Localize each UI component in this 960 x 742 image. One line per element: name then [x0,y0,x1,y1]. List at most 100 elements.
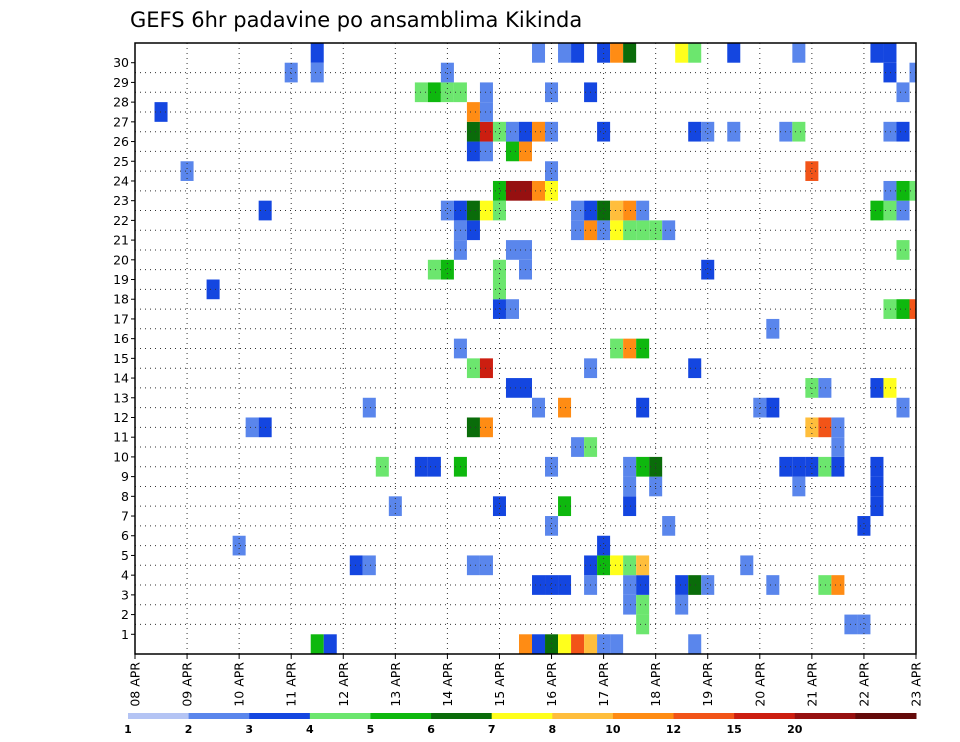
y-tick-label: 29 [113,75,129,90]
heatmap-cell [623,555,637,576]
heatmap-cell [375,456,389,477]
heatmap-cell [870,476,884,497]
y-tick-label: 19 [113,272,129,287]
heatmap-cell [414,456,428,477]
heatmap-cell [623,220,637,241]
colorbar-label: 12 [666,723,681,736]
heatmap-cell [636,338,650,359]
heatmap-cell [571,634,585,654]
colorbar-swatch [128,713,190,719]
heatmap-cell [857,614,871,635]
heatmap-cell [896,299,910,319]
heatmap-cell [701,121,715,142]
heatmap-cell [818,575,832,595]
heatmap-cell [310,43,324,63]
heatmap-cell [597,43,611,63]
heatmap-cell [245,417,259,438]
colorbar-swatch [431,713,493,719]
heatmap-cell [479,417,493,438]
heatmap-cell [558,634,572,654]
heatmap-cell [831,575,845,595]
y-tick-label: 1 [121,627,129,642]
y-tick-label: 8 [121,489,129,504]
x-tick-label: 20 APR [752,662,767,707]
heatmap-cell [883,43,897,63]
heatmap-cell [623,456,637,477]
x-tick-label: 17 APR [596,662,611,707]
heatmap-cell [479,200,493,221]
y-tick-label: 2 [121,607,129,622]
y-tick-label: 22 [113,213,129,228]
heatmap-cell [479,102,493,122]
heatmap-cell [545,634,559,654]
heatmap-cell [427,82,441,103]
heatmap-cell [479,555,493,576]
heatmap-cell [896,180,910,201]
heatmap-cell [545,82,559,103]
colorbar-label: 20 [787,723,803,736]
heatmap-cell [492,200,506,221]
heatmap-cell [558,575,572,595]
heatmap-cell [571,437,585,457]
colorbar-label: 10 [605,723,621,736]
heatmap-cell [440,200,454,221]
heatmap-cell [558,43,572,63]
heatmap-cell [623,338,637,359]
heatmap-cell [909,62,916,83]
heatmap-cells [154,43,916,654]
heatmap-cell [636,456,650,477]
heatmap-cell [532,634,546,654]
heatmap-cell [492,496,506,517]
x-tick-label: 12 APR [336,662,351,707]
heatmap-cell [479,358,493,379]
heatmap-cell [870,378,884,398]
x-axis: 08 APR 09 APR 10 APR 11 APR 12 APR 13 APR 14 A… [128,654,924,707]
heatmap-cell [206,279,220,300]
colorbar-swatch [794,713,856,719]
heatmap-cell [284,62,298,83]
heatmap-cell [610,220,624,241]
y-tick-label: 6 [121,528,129,543]
colorbar-swatch [552,713,614,719]
colorbar-label: 6 [427,723,435,736]
heatmap-cell [766,397,780,418]
heatmap-cell [623,200,637,221]
heatmap-cell [883,200,897,221]
y-tick-label: 18 [113,292,129,307]
heatmap-cell [597,121,611,142]
heatmap-cell [636,575,650,595]
heatmap-cell [805,161,819,181]
heatmap-cell [688,358,702,379]
y-tick-label: 24 [113,173,129,188]
colorbar-label: 15 [726,723,741,736]
heatmap-cell [492,299,506,319]
heatmap-cell [466,220,480,241]
heatmap-cell [597,634,611,654]
x-tick-label: 18 APR [648,662,663,707]
heatmap-cell [805,378,819,398]
heatmap-cell [870,200,884,221]
heatmap-cell [636,397,650,418]
heatmap-cell [883,180,897,201]
heatmap-cell [466,200,480,221]
colorbar-swatch [612,713,675,719]
heatmap-cell [505,240,519,260]
heatmap-cell [545,180,559,201]
heatmap-cell [688,634,702,654]
heatmap-cell [896,82,910,103]
heatmap-cell [545,161,559,181]
heatmap-cell [479,121,493,142]
y-tick-label: 20 [113,252,129,267]
heatmap-cell [610,43,624,63]
heatmap-cell [896,240,910,260]
heatmap-cell [610,555,624,576]
heatmap-cell [636,220,650,241]
heatmap-cell [831,417,845,438]
heatmap-cell [505,378,519,398]
heatmap-cell [883,299,897,319]
y-tick-label: 3 [121,587,129,602]
colorbar-legend: 1 2 3 4 5 6 7 8 10 12 15 20 [124,713,917,736]
heatmap-cell [623,496,637,517]
heatmap-cell [154,102,168,122]
colorbar-swatch [370,713,432,719]
